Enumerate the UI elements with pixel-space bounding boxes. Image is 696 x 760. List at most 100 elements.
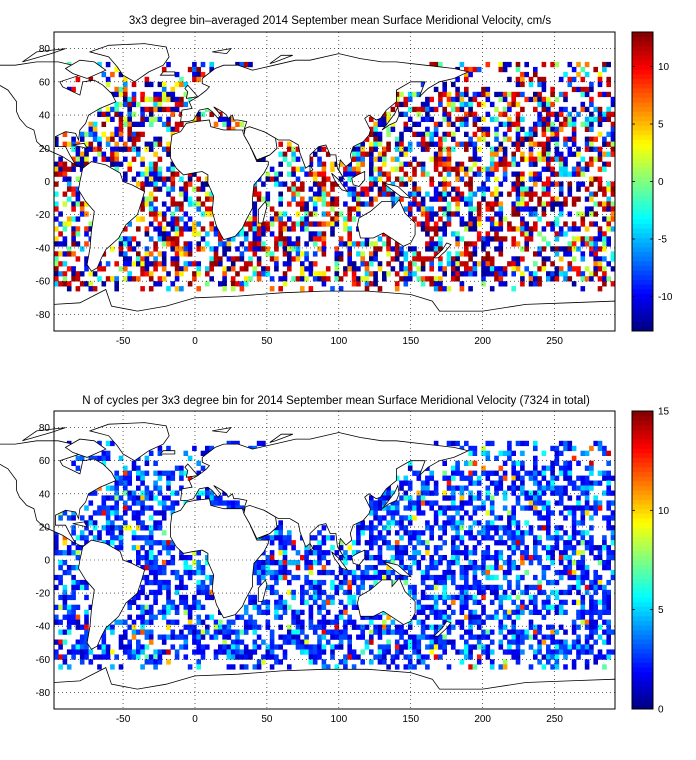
- bin-cell: [550, 206, 555, 212]
- bin-cell: [148, 659, 154, 665]
- colorbar-segment: [632, 302, 653, 309]
- bin-cell: [360, 525, 365, 531]
- bin-cell: [403, 271, 409, 277]
- bin-cell: [127, 490, 132, 496]
- bin-cell: [79, 634, 85, 640]
- land-polygon: [257, 200, 268, 224]
- bin-cell: [602, 141, 607, 147]
- bin-cell: [364, 614, 370, 620]
- bin-cell: [123, 141, 128, 147]
- bin-cell: [58, 211, 63, 217]
- bin-cell: [563, 91, 568, 98]
- bin-cell: [317, 171, 322, 177]
- bin-cell: [386, 495, 391, 501]
- bin-cell: [373, 196, 378, 202]
- bin-cell: [584, 126, 590, 132]
- bin-cell: [567, 251, 573, 257]
- bin-cell: [209, 206, 214, 212]
- bin-cell: [563, 629, 568, 635]
- y-tick-label: 20: [39, 522, 51, 533]
- bin-cell: [312, 584, 318, 591]
- bin-cell: [179, 226, 184, 232]
- bin-cell: [438, 639, 443, 645]
- colorbar-segment: [632, 471, 653, 477]
- bin-cell: [485, 525, 491, 531]
- bin-cell: [312, 594, 318, 601]
- bin-cell: [403, 490, 409, 496]
- bin-cell: [489, 629, 495, 635]
- bin-cell: [494, 161, 499, 167]
- bin-cell: [261, 654, 266, 660]
- bin-cell: [269, 256, 275, 262]
- bin-cell: [252, 221, 258, 227]
- bin-cell: [390, 191, 396, 197]
- bin-cell: [239, 649, 245, 655]
- bin-cell: [571, 619, 577, 625]
- bin-cell: [291, 540, 296, 546]
- bin-cell: [308, 565, 314, 571]
- bin-cell: [334, 196, 340, 202]
- bin-cell: [502, 151, 508, 157]
- bin-cell: [511, 266, 516, 272]
- bin-cell: [140, 106, 145, 113]
- bin-cell: [222, 500, 227, 506]
- bin-cell: [563, 201, 568, 207]
- bin-cell: [300, 609, 305, 615]
- bin-cell: [571, 629, 577, 635]
- bin-cell: [118, 91, 124, 98]
- bin-cell: [334, 221, 340, 227]
- bin-cell: [485, 520, 491, 526]
- bin-cell: [256, 196, 262, 202]
- bin-cell: [62, 550, 68, 556]
- bin-cell: [446, 256, 452, 262]
- bin-cell: [88, 76, 94, 83]
- bin-cell: [356, 654, 361, 660]
- bin-cell: [338, 211, 344, 217]
- bin-cell: [148, 490, 154, 496]
- x-tick-label: 200: [474, 336, 491, 347]
- bin-cell: [269, 221, 275, 227]
- bin-cell: [502, 649, 508, 655]
- bin-cell: [88, 141, 94, 147]
- bin-cell: [468, 560, 473, 566]
- bin-cell: [174, 226, 180, 232]
- bin-cell: [489, 156, 495, 162]
- bin-cell: [610, 126, 616, 132]
- bin-cell: [153, 281, 158, 287]
- bin-cell: [425, 490, 430, 496]
- bin-cell: [166, 649, 171, 655]
- bin-cell: [369, 629, 374, 635]
- bin-cell: [300, 599, 305, 605]
- bin-cell: [97, 61, 102, 68]
- bin-cell: [541, 226, 547, 232]
- bin-cell: [356, 206, 361, 212]
- bin-cell: [485, 111, 491, 117]
- bin-cell: [304, 574, 309, 581]
- bin-cell: [157, 569, 163, 576]
- bin-cell: [485, 126, 491, 132]
- bin-cell: [105, 520, 111, 526]
- bin-cell: [136, 649, 141, 655]
- bin-cell: [123, 91, 128, 98]
- bin-cell: [58, 639, 63, 645]
- x-tick-label: 0: [192, 336, 198, 347]
- bin-cell: [222, 116, 227, 122]
- bin-cell: [468, 196, 473, 202]
- bin-cell: [537, 196, 542, 202]
- bin-cell: [274, 614, 279, 620]
- bin-cell: [520, 629, 525, 635]
- bin-cell: [563, 161, 568, 167]
- bin-cell: [433, 545, 439, 551]
- bin-cell: [442, 505, 447, 511]
- bin-cell: [597, 505, 603, 511]
- bin-cell: [520, 649, 525, 655]
- bin-cell: [54, 256, 59, 262]
- colorbar-segment: [632, 690, 653, 696]
- bin-cell: [438, 216, 443, 222]
- bin-cell: [425, 256, 430, 262]
- bin-cell: [420, 654, 426, 660]
- bin-cell: [114, 276, 119, 282]
- bin-cell: [494, 530, 499, 536]
- bin-cell: [54, 281, 59, 287]
- bin-cell: [179, 644, 184, 650]
